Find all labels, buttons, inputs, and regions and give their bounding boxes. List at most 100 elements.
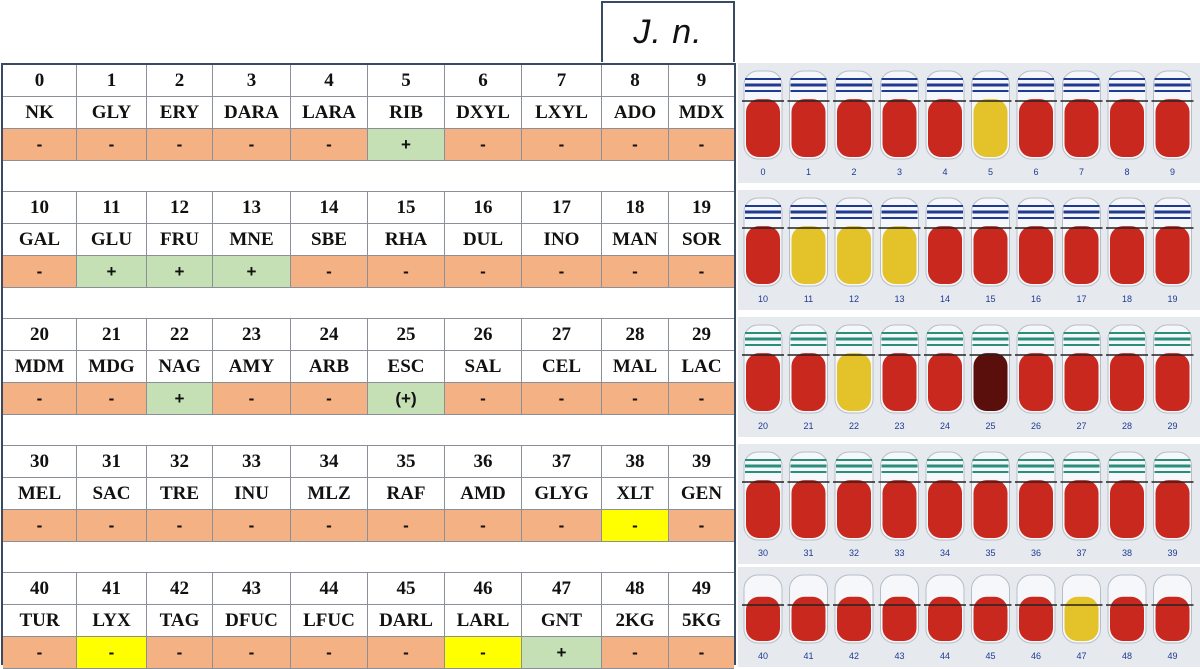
test-tube: 24 [924, 324, 966, 431]
tube-number-label: 17 [1076, 294, 1086, 304]
tube-liquid [1155, 480, 1190, 538]
tube-liquid [746, 353, 780, 411]
tube-number-label: 23 [894, 421, 904, 431]
test-tube: 9 [1151, 70, 1194, 177]
well-number: 46 [445, 573, 522, 605]
tube-liquid [882, 226, 917, 284]
substrate-code-row: NK GLY ERY DARA LARA RIB DXYL LXYL ADO MDX [3, 97, 734, 129]
well-number: 35 [368, 446, 445, 478]
test-tube: 32 [833, 451, 875, 558]
species-header: J. n. [601, 1, 735, 62]
tube-liquid [1110, 99, 1144, 157]
test-tube: 30 [742, 451, 784, 558]
test-tube: 16 [1015, 197, 1057, 304]
result-row: - - - - - + - - - - [3, 129, 734, 161]
well-number-row: 40 41 42 43 44 45 46 47 48 49 [3, 573, 734, 605]
substrate-code: DARA [213, 97, 291, 129]
result-cell: - [77, 383, 147, 415]
test-tube: 31 [787, 451, 830, 558]
substrate-code: TAG [147, 605, 213, 637]
result-cell: - [445, 637, 522, 669]
substrate-code: MDG [77, 351, 147, 383]
substrate-code: FRU [147, 224, 213, 256]
test-tube: 13 [878, 197, 921, 304]
tube-liquid [1064, 226, 1099, 284]
result-cell: - [213, 510, 291, 542]
result-cell: - [602, 129, 669, 161]
tube-liquid [882, 480, 917, 538]
result-row: - - - - - - - + - - [3, 637, 734, 669]
tube-liquid [1019, 353, 1053, 411]
tube-number-label: 38 [1122, 548, 1132, 558]
test-tube: 5 [969, 70, 1012, 177]
result-cell: - [602, 637, 669, 669]
substrate-code: GAL [3, 224, 77, 256]
substrate-code: INU [213, 478, 291, 510]
result-cell: - [522, 510, 602, 542]
substrate-code: LYX [77, 605, 147, 637]
tube-liquid [1110, 480, 1144, 538]
well-number: 23 [213, 319, 291, 351]
tube-number-label: 19 [1167, 294, 1177, 304]
tube-liquid [1064, 353, 1099, 411]
well-number: 8 [602, 65, 669, 97]
tube-number-label: 27 [1076, 421, 1086, 431]
test-tube: 18 [1106, 197, 1148, 304]
tube-number-label: 18 [1122, 294, 1132, 304]
well-number: 29 [669, 319, 734, 351]
tube-number-label: 40 [758, 651, 768, 661]
tube-number-label: 29 [1167, 421, 1177, 431]
well-number: 16 [445, 192, 522, 224]
tube-liquid [837, 596, 871, 641]
test-tube: 12 [833, 197, 875, 304]
substrate-code: LARA [291, 97, 368, 129]
tube-liquid [1019, 596, 1053, 641]
result-row: ---------- [3, 510, 734, 542]
result-cell: - [669, 510, 734, 542]
result-cell: - [3, 383, 77, 415]
test-block: 20 21 22 23 24 25 26 27 28 29 MDM MDG NAG AMY ARB ESC SA… [3, 319, 734, 415]
result-cell: - [213, 383, 291, 415]
tube-liquid [928, 353, 962, 411]
tube-liquid [837, 226, 871, 284]
test-tube: 47 [1060, 574, 1103, 661]
substrate-code: CEL [522, 351, 602, 383]
test-tube: 0 [742, 70, 784, 177]
tube-number-label: 35 [985, 548, 995, 558]
substrate-code-row: MEL SAC TRE INU MLZ RAF AMD GLYG XLT GEN [3, 478, 734, 510]
strip-photo: 20 21 22 23 24 25 26 27 28 29 [738, 317, 1200, 437]
tube-number-label: 39 [1167, 548, 1177, 558]
result-cell: - [147, 129, 213, 161]
result-cell: - [291, 256, 368, 288]
substrate-code-row: TUR LYX TAG DFUC LFUC DARL LARL GNT 2KG 5KG [3, 605, 734, 637]
fermentation-results-table: 0 1 2 3 4 5 6 7 8 9 NK GLY ERY DARA LARA RIB DXYL LXYL ADO… [1, 63, 736, 669]
substrate-code: RHA [368, 224, 445, 256]
well-number: 4 [291, 65, 368, 97]
well-number: 17 [522, 192, 602, 224]
substrate-code: ERY [147, 97, 213, 129]
test-tube: 49 [1151, 574, 1194, 661]
substrate-code: DARL [368, 605, 445, 637]
substrate-code: RAF [368, 478, 445, 510]
well-number-row: 30 31 32 33 34 35 36 37 38 39 [3, 446, 734, 478]
tube-liquid [837, 480, 871, 538]
tube-liquid [973, 99, 1008, 157]
well-number: 20 [3, 319, 77, 351]
tube-number-label: 1 [806, 167, 811, 177]
well-number: 2 [147, 65, 213, 97]
tube-number-label: 15 [985, 294, 995, 304]
well-number: 32 [147, 446, 213, 478]
well-number: 24 [291, 319, 368, 351]
result-cell: + [77, 256, 147, 288]
result-cell: - [602, 383, 669, 415]
substrate-code: GLY [77, 97, 147, 129]
tube-number-label: 11 [804, 294, 813, 304]
well-number-row: 20 21 22 23 24 25 26 27 28 29 [3, 319, 734, 351]
result-cell: - [291, 510, 368, 542]
tube-number-label: 20 [758, 421, 768, 431]
substrate-code: GEN [669, 478, 734, 510]
result-cell: - [522, 256, 602, 288]
substrate-code: TRE [147, 478, 213, 510]
result-cell: - [669, 129, 734, 161]
